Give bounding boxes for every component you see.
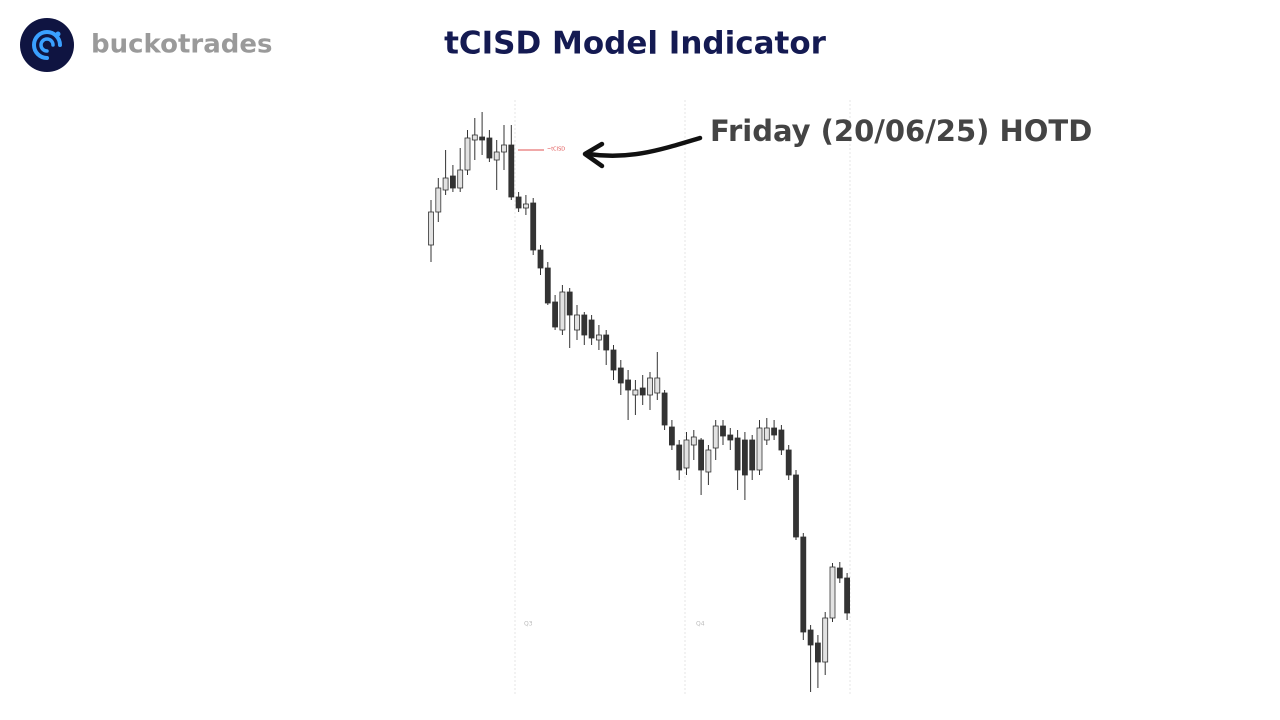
candle-body: [610, 349, 617, 371]
candle-body: [544, 267, 551, 304]
candle-body: [566, 291, 573, 316]
candle-body: [625, 379, 631, 391]
session-label: Q3: [524, 621, 533, 628]
candle-body: [785, 449, 792, 476]
candle-body: [588, 319, 595, 339]
candle-body: [552, 301, 558, 328]
candle-body: [771, 427, 777, 436]
candle-body: [471, 134, 478, 141]
candle-body: [727, 434, 734, 441]
candle-body: [581, 314, 588, 336]
candle-body: [742, 439, 748, 476]
candle-body: [647, 377, 653, 396]
candle-body: [690, 436, 697, 446]
candle-body: [749, 439, 756, 471]
candle-body: [683, 439, 690, 469]
session-dividers: [514, 100, 851, 695]
candle-body: [428, 211, 434, 246]
session-label: Q4: [696, 621, 705, 628]
candle-body: [712, 425, 719, 449]
candle-body: [763, 427, 770, 441]
candle-body: [669, 426, 675, 446]
candle-body: [457, 169, 464, 189]
candle-body: [486, 137, 493, 159]
candle-body: [778, 429, 785, 451]
candle-body: [523, 203, 529, 209]
candle-body: [734, 437, 741, 471]
candle-body: [530, 202, 537, 251]
logo: [20, 18, 74, 72]
candle-body: [435, 187, 442, 213]
arrow-head: [582, 141, 605, 169]
candle-body: [705, 449, 712, 473]
candle-body: [807, 629, 814, 646]
candle-body: [537, 249, 544, 269]
candle-body: [574, 314, 580, 331]
candle-body: [493, 151, 500, 161]
candle-body: [720, 425, 726, 437]
candle-body: [632, 389, 639, 396]
candle-body: [800, 536, 807, 633]
candle-body: [464, 137, 471, 171]
candle-body: [698, 439, 704, 471]
chart-title: tCISD Model Indicator: [444, 26, 827, 62]
candle-body: [501, 144, 507, 153]
candle-body: [661, 392, 668, 426]
candle-body: [515, 196, 522, 209]
candle-body: [617, 367, 624, 384]
candle-body: [836, 567, 843, 579]
candle-body: [756, 427, 763, 471]
candle-body: [603, 334, 610, 351]
candle-body: [815, 642, 821, 663]
arrow: [585, 135, 703, 159]
candle-body: [822, 617, 829, 663]
candle-body: [676, 444, 683, 471]
annotation: Friday (20/06/25) HOTD: [710, 114, 1092, 148]
candle-body: [449, 175, 456, 189]
candle-body: [844, 577, 850, 614]
candle-body: [442, 177, 449, 191]
candle-body: [654, 377, 661, 394]
candle-body: [508, 144, 515, 198]
candle-body: [596, 334, 602, 341]
brand-name: buckotrades: [91, 30, 273, 60]
candle-body: [829, 566, 836, 619]
candle-body: [479, 136, 486, 141]
candle-body: [559, 291, 566, 331]
tcisd-label: ~tCISD: [547, 147, 565, 153]
candle-body: [793, 474, 799, 538]
candle-body: [639, 387, 646, 396]
